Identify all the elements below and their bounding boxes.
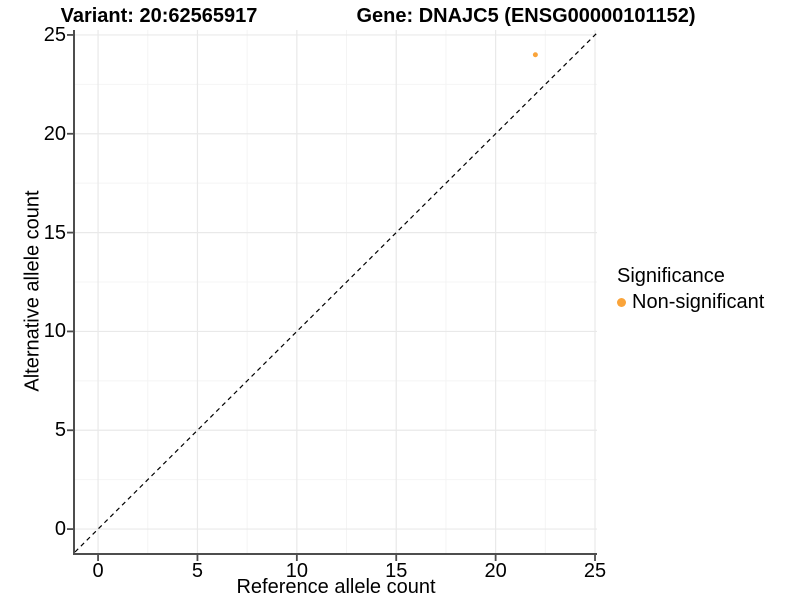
- legend-item-label: Non-significant: [632, 291, 765, 313]
- y-tick-label: 5: [54, 419, 66, 442]
- x-tick-label: 10: [285, 560, 308, 582]
- x-tick-label: 20: [484, 560, 507, 582]
- x-axis-title: Reference allele count: [236, 576, 436, 598]
- data-point: [532, 52, 538, 58]
- legend-title: Significance: [617, 265, 725, 287]
- x-tick-label: 5: [191, 560, 203, 582]
- plot-title-gene: Gene: DNAJC5 (ENSG00000101152): [356, 5, 696, 27]
- y-axis-title: Alternative allele count: [21, 190, 44, 392]
- y-tick-label: 10: [43, 320, 66, 343]
- y-tick-label: 25: [43, 23, 66, 46]
- legend: Significance Non-significant: [615, 263, 764, 315]
- x-tick-label: 25: [583, 560, 607, 582]
- x-tick-label: 15: [385, 560, 408, 582]
- legend-item: Non-significant: [615, 289, 764, 315]
- identity-dashed-line: [74, 32, 598, 553]
- plot-title-variant: Variant: 20:62565917: [60, 5, 258, 27]
- x-tick-label: 0: [92, 560, 104, 582]
- legend-items: Non-significant: [615, 289, 764, 315]
- y-tick-label: 20: [43, 122, 66, 145]
- y-tick-label: 0: [54, 518, 66, 541]
- y-tick-label: 15: [43, 221, 66, 244]
- legend-key-dot: [617, 297, 626, 307]
